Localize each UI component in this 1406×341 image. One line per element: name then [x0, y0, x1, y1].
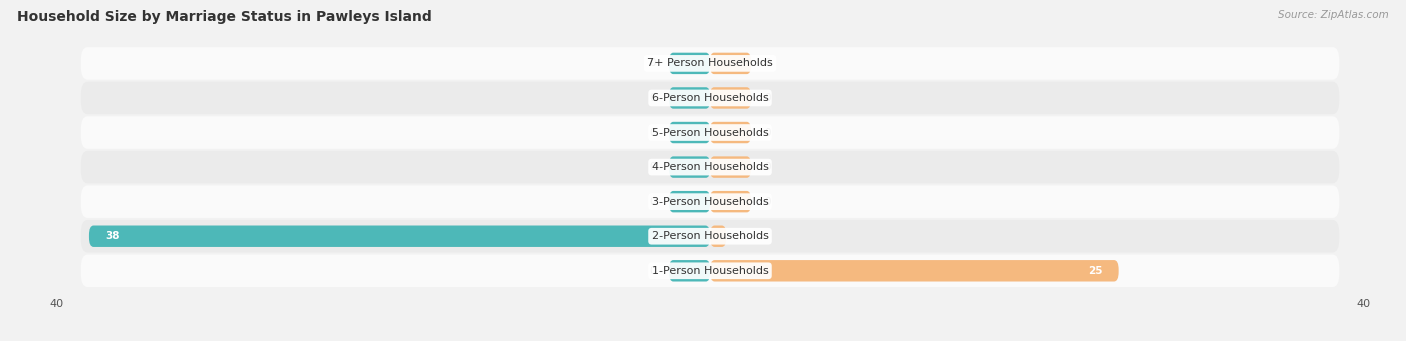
- Text: 0: 0: [650, 93, 657, 103]
- FancyBboxPatch shape: [80, 116, 1340, 149]
- Text: 3-Person Households: 3-Person Households: [651, 197, 769, 207]
- FancyBboxPatch shape: [669, 122, 710, 143]
- Text: 1-Person Households: 1-Person Households: [651, 266, 769, 276]
- Text: 6-Person Households: 6-Person Households: [651, 93, 769, 103]
- FancyBboxPatch shape: [710, 53, 751, 74]
- FancyBboxPatch shape: [80, 151, 1340, 183]
- Text: 0: 0: [763, 128, 770, 137]
- Text: 0: 0: [763, 162, 770, 172]
- FancyBboxPatch shape: [710, 122, 751, 143]
- Text: 0: 0: [650, 266, 657, 276]
- Text: 4-Person Households: 4-Person Households: [651, 162, 769, 172]
- FancyBboxPatch shape: [669, 53, 710, 74]
- FancyBboxPatch shape: [669, 157, 710, 178]
- FancyBboxPatch shape: [710, 225, 727, 247]
- Text: 2-Person Households: 2-Person Households: [651, 231, 769, 241]
- FancyBboxPatch shape: [710, 87, 751, 109]
- FancyBboxPatch shape: [80, 254, 1340, 287]
- Legend: Family, Nonfamily: Family, Nonfamily: [633, 339, 787, 341]
- FancyBboxPatch shape: [710, 260, 1119, 282]
- Text: 0: 0: [763, 93, 770, 103]
- Text: 0: 0: [763, 197, 770, 207]
- Text: Household Size by Marriage Status in Pawleys Island: Household Size by Marriage Status in Paw…: [17, 10, 432, 24]
- Text: 0: 0: [650, 58, 657, 69]
- Text: 0: 0: [763, 58, 770, 69]
- FancyBboxPatch shape: [669, 191, 710, 212]
- FancyBboxPatch shape: [89, 225, 710, 247]
- FancyBboxPatch shape: [80, 220, 1340, 252]
- FancyBboxPatch shape: [669, 260, 710, 282]
- FancyBboxPatch shape: [80, 82, 1340, 114]
- FancyBboxPatch shape: [80, 47, 1340, 80]
- FancyBboxPatch shape: [710, 191, 751, 212]
- Text: 5-Person Households: 5-Person Households: [651, 128, 769, 137]
- Text: 7+ Person Households: 7+ Person Households: [647, 58, 773, 69]
- Text: 0: 0: [650, 128, 657, 137]
- Text: 1: 1: [740, 231, 747, 241]
- Text: 0: 0: [650, 162, 657, 172]
- Text: 25: 25: [1088, 266, 1102, 276]
- FancyBboxPatch shape: [80, 186, 1340, 218]
- FancyBboxPatch shape: [710, 157, 751, 178]
- FancyBboxPatch shape: [669, 87, 710, 109]
- Text: 0: 0: [650, 197, 657, 207]
- Text: Source: ZipAtlas.com: Source: ZipAtlas.com: [1278, 10, 1389, 20]
- Text: 38: 38: [105, 231, 120, 241]
